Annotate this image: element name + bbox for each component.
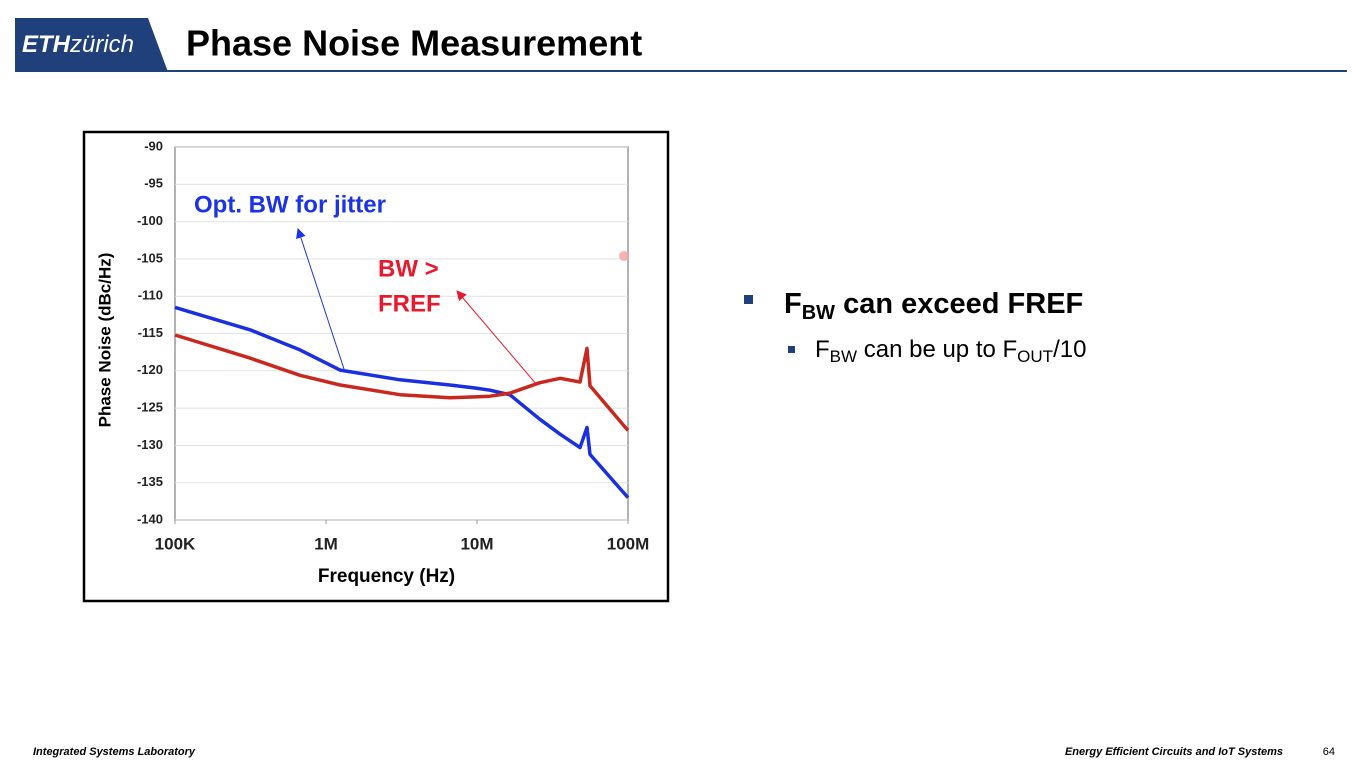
- x-tick-label: 1M: [314, 534, 338, 553]
- y-tick-label: -135: [137, 474, 163, 489]
- y-tick-label: -115: [138, 325, 163, 340]
- annotation: Opt. BW for jitter: [194, 191, 386, 218]
- x-tick-label: 100K: [155, 534, 196, 553]
- y-tick-label: -105: [137, 250, 163, 265]
- annotation: FREF: [378, 290, 441, 317]
- footer-right: Energy Efficient Circuits and IoT System…: [1065, 746, 1283, 758]
- y-tick-label: -90: [144, 138, 163, 153]
- logo-box: [15, 18, 168, 72]
- bullet-marker: [788, 346, 795, 353]
- series-line: [174, 305, 630, 499]
- y-tick-label: -110: [138, 288, 163, 303]
- series-line: [174, 333, 630, 432]
- annotation-arrow: [296, 228, 346, 373]
- footer-left: Integrated Systems Laboratory: [33, 746, 196, 758]
- slide-title: Phase Noise Measurement: [186, 23, 642, 64]
- chart: -140 -135 -130 -125 -120 -115 -110 -105 -100 -95 -…: [95, 138, 649, 587]
- y-axis-label: Phase Noise (dBc/Hz): [95, 253, 114, 428]
- logo: ETHzürich: [22, 31, 134, 58]
- y-tick-label: -140: [137, 511, 163, 526]
- y-tick-label: -130: [137, 437, 163, 452]
- pointer: [619, 251, 629, 261]
- y-tick-label: -95: [144, 176, 163, 191]
- bullet: FBW can exceed FREF: [784, 288, 1083, 325]
- x-axis-label: Frequency (Hz): [318, 566, 455, 587]
- annotation: BW >: [378, 255, 439, 282]
- bullet-marker: [744, 295, 753, 304]
- y-tick-label: -125: [137, 400, 163, 415]
- x-tick-label: 10M: [460, 534, 493, 553]
- sub-bullet: FBW can be up to FOUT/10: [815, 336, 1086, 366]
- page-number: 64: [1323, 746, 1335, 758]
- y-tick-label: -100: [137, 213, 163, 228]
- annotation-arrow: [456, 290, 538, 386]
- x-tick-label: 100M: [607, 534, 650, 553]
- y-tick-label: -120: [137, 362, 163, 377]
